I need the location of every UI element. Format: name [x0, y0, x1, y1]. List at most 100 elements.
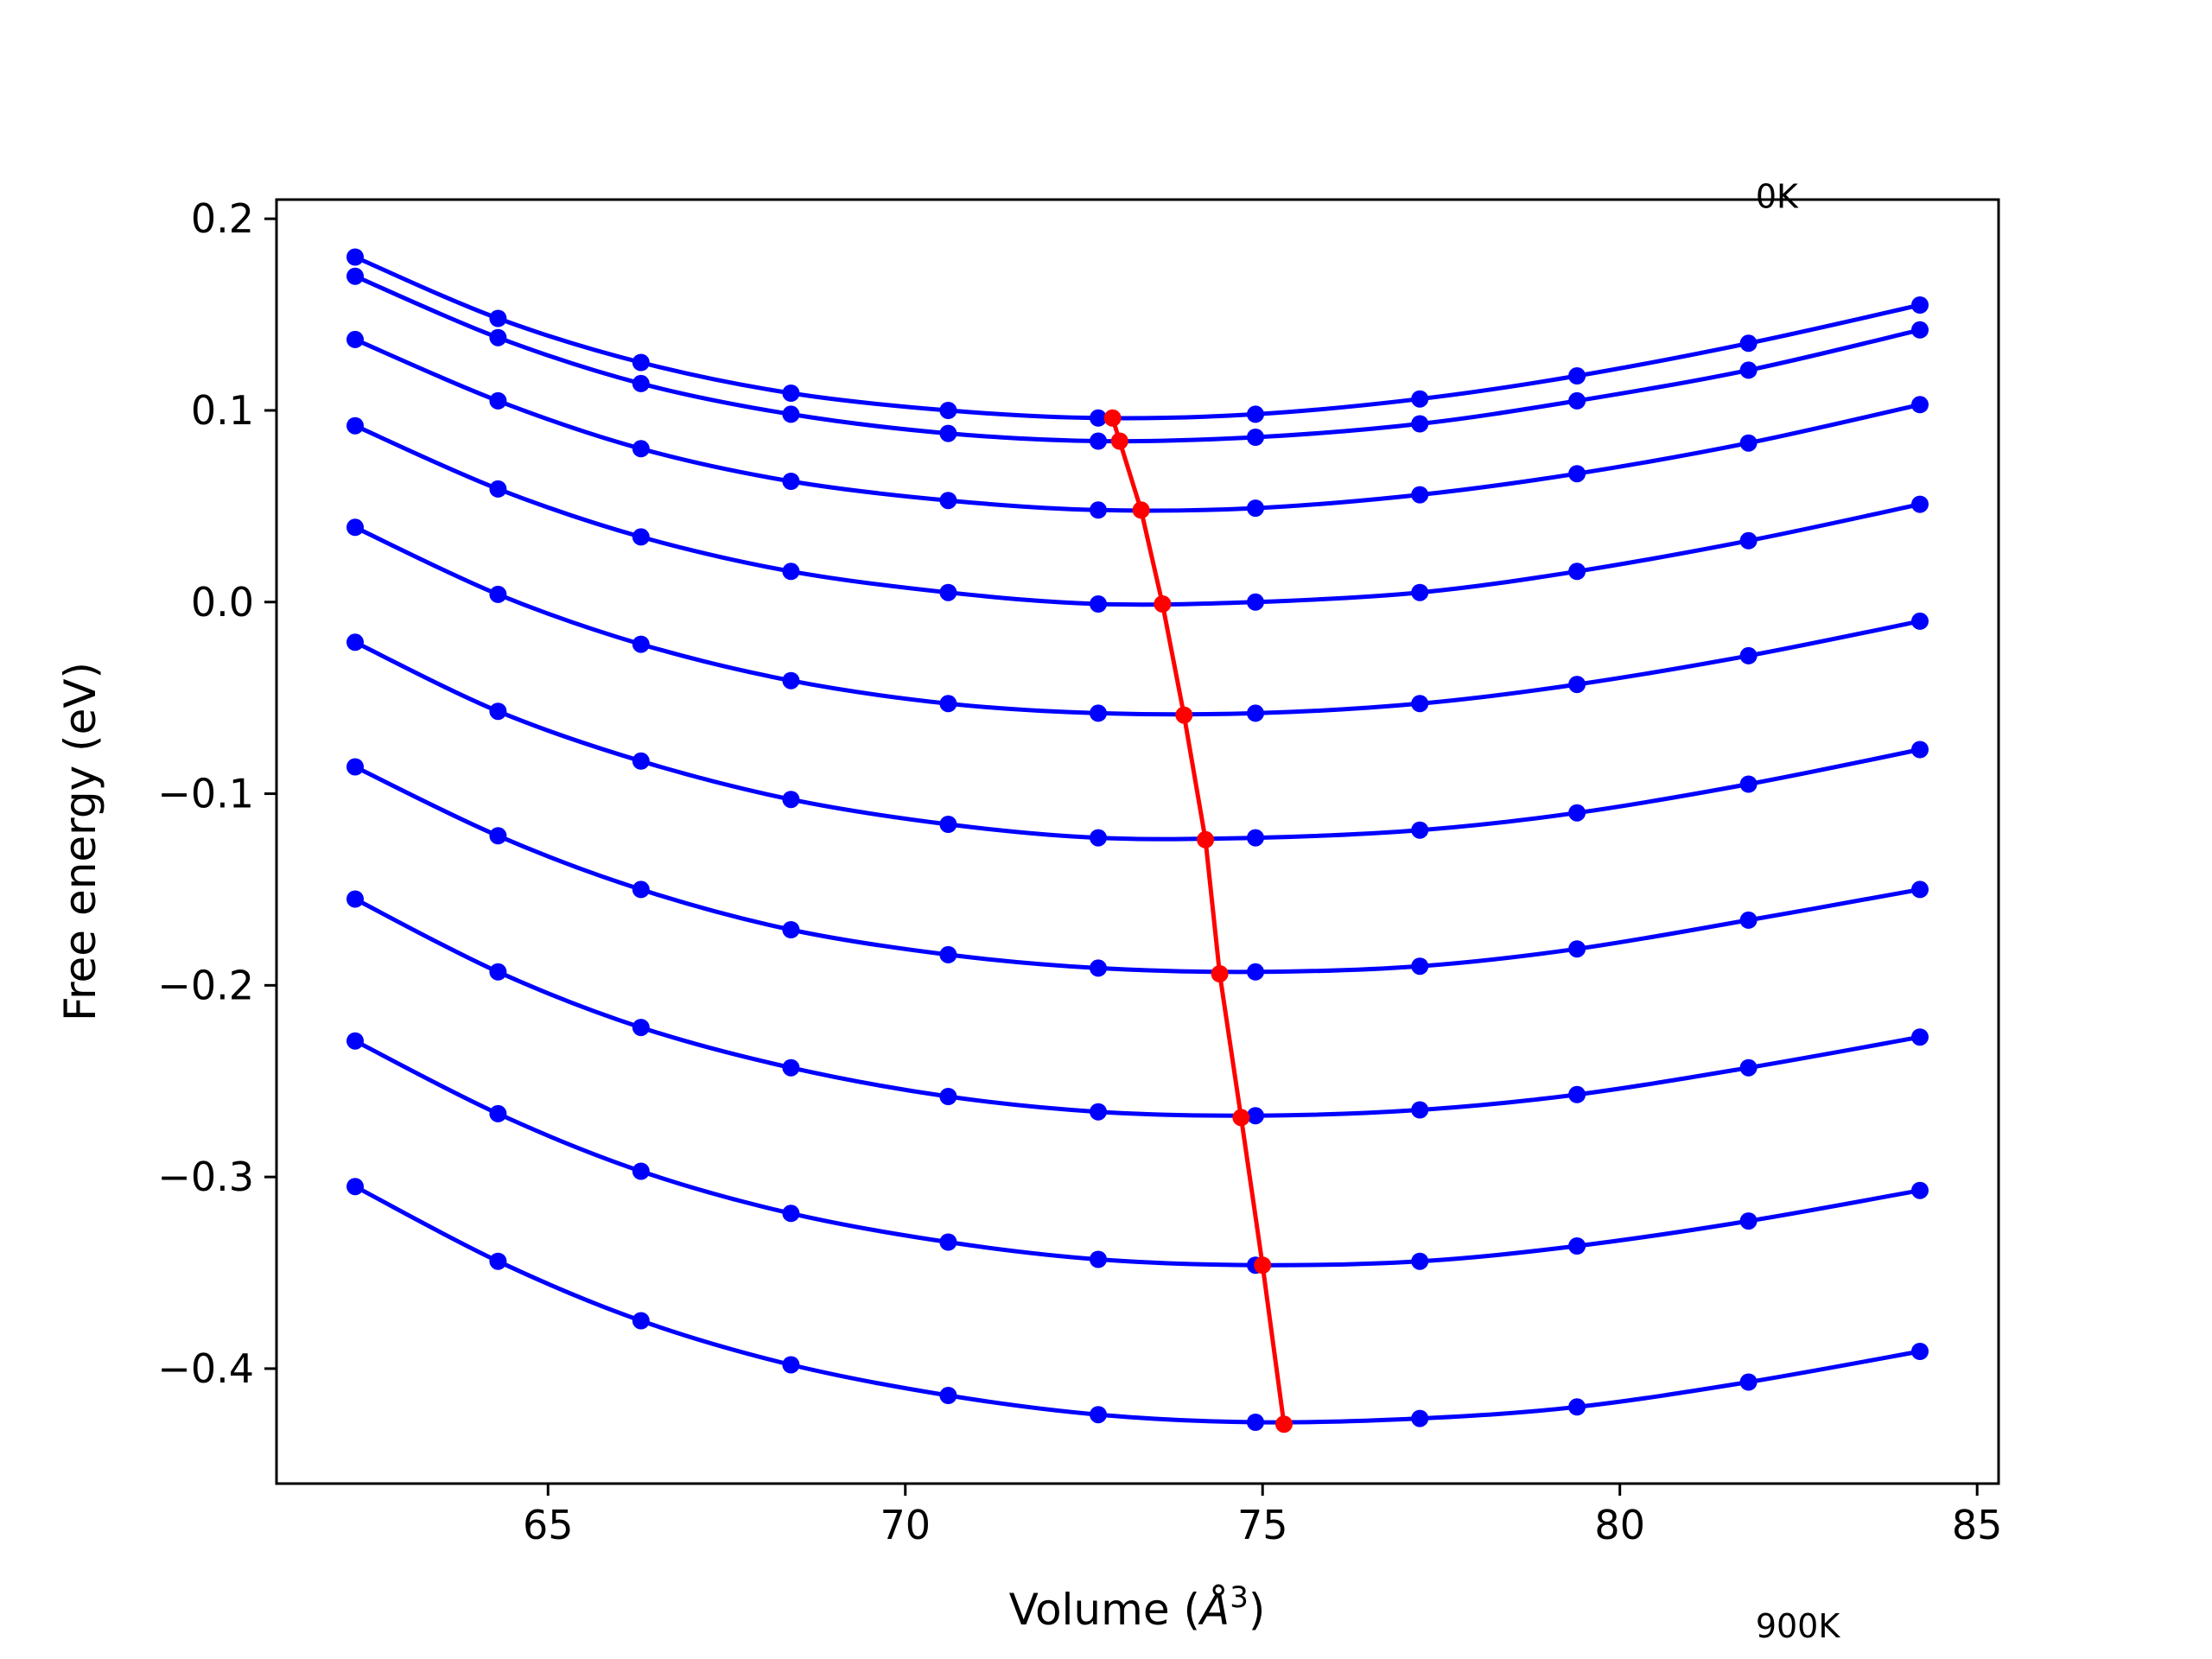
series-8-point-3: [782, 1205, 800, 1223]
minima-point-3: [1154, 595, 1172, 613]
series-3-point-0: [346, 416, 364, 435]
y-tick-label-0: 0.2: [191, 195, 254, 242]
series-7-point-4: [939, 1088, 957, 1105]
series-3-point-2: [632, 528, 650, 546]
series-6-point-7: [1411, 957, 1429, 976]
series-2-point-8: [1568, 465, 1586, 483]
y-tick-label-2: 0.0: [191, 579, 254, 626]
series-3-point-8: [1568, 563, 1586, 581]
series-7-point-0: [346, 890, 364, 908]
x-tick-label-4: 85: [1952, 1502, 2003, 1548]
series-3-point-3: [782, 563, 800, 581]
series-8-point-4: [939, 1233, 957, 1251]
plot-data: [346, 248, 1929, 1433]
series-0-point-8: [1568, 367, 1586, 385]
minima-point-1: [1110, 432, 1128, 450]
series-3-point-6: [1247, 593, 1264, 611]
series-2-point-5: [1090, 501, 1107, 519]
series-5-point-10: [1911, 741, 1929, 759]
series-8-point-2: [632, 1162, 650, 1180]
series-8-point-10: [1911, 1181, 1929, 1199]
minima-point-0: [1103, 409, 1122, 427]
series-6-point-1: [489, 827, 507, 845]
series-6-point-6: [1247, 963, 1264, 981]
series-2-point-0: [346, 330, 364, 348]
x-tick-label-3: 80: [1594, 1502, 1645, 1548]
minima-line: [1110, 417, 1287, 1425]
series-4-point-1: [489, 585, 507, 603]
series-4-point-8: [1568, 676, 1586, 694]
minima-point-4: [1175, 706, 1193, 724]
series-3-point-5: [1090, 595, 1107, 613]
plot-frame: [275, 198, 2000, 1485]
series-6-point-10: [1911, 880, 1929, 899]
x-axis-label: Volume (Å3): [1009, 1580, 1266, 1635]
series-8-point-9: [1739, 1212, 1758, 1230]
x-tick-label-0: 65: [523, 1502, 574, 1548]
annotation-1: 900K: [1756, 1607, 1841, 1645]
series-6-point-9: [1739, 911, 1758, 929]
y-tick-label-3: −0.1: [157, 771, 254, 817]
series-5-point-9: [1739, 775, 1758, 793]
series-2-point-7: [1411, 486, 1429, 504]
series-0-point-1: [489, 309, 507, 327]
series-5-point-3: [782, 791, 800, 809]
series-2-point-9: [1739, 434, 1758, 452]
series-5-point-0: [346, 633, 364, 652]
series-2-point-6: [1247, 499, 1264, 518]
series-7-point-10: [1911, 1028, 1929, 1046]
series-0-point-3: [782, 385, 800, 402]
series-8-point-5: [1090, 1250, 1107, 1268]
series-1-point-7: [1411, 415, 1429, 433]
series-7-point-8: [1568, 1085, 1586, 1103]
series-3-point-4: [939, 583, 957, 601]
series-7-point-7: [1411, 1101, 1429, 1119]
series-9-point-2: [632, 1312, 650, 1330]
series-1-point-8: [1568, 391, 1586, 410]
series-8-point-0: [346, 1032, 364, 1050]
series-7-point-1: [489, 963, 507, 981]
minima-point-2: [1132, 501, 1150, 519]
series-2-point-10: [1911, 396, 1929, 414]
y-axis-label: Free energy (eV): [55, 662, 105, 1021]
minima-point-9: [1275, 1415, 1293, 1433]
series-9-point-4: [939, 1387, 957, 1404]
series-4-point-0: [346, 518, 364, 537]
series-7-point-2: [632, 1019, 650, 1037]
y-tick-label-1: 0.1: [191, 387, 254, 434]
series-1-point-2: [632, 374, 650, 392]
annotation-0: 0K: [1756, 178, 1799, 216]
series-1-point-5: [1090, 432, 1107, 450]
series-2-point-3: [782, 473, 800, 490]
series-9-point-9: [1739, 1373, 1758, 1391]
series-6-point-5: [1090, 959, 1107, 977]
series-4-point-4: [939, 695, 957, 713]
series-0-point-7: [1411, 390, 1429, 408]
series-1-point-6: [1247, 429, 1264, 446]
series-7-point-3: [782, 1058, 800, 1077]
series-9-point-6: [1247, 1414, 1264, 1431]
series-1-point-3: [782, 405, 800, 423]
y-tick-label-6: −0.4: [157, 1345, 254, 1392]
series-1-point-4: [939, 424, 957, 442]
series-5-point-6: [1247, 829, 1264, 847]
minima-point-6: [1211, 965, 1229, 982]
series-9-point-1: [489, 1252, 507, 1270]
series-6-point-8: [1568, 940, 1586, 958]
series-0-point-4: [939, 402, 957, 419]
series-0-point-5: [1090, 409, 1107, 427]
series-5-point-7: [1411, 821, 1429, 839]
series-0-point-9: [1739, 334, 1758, 353]
series-6-point-3: [782, 921, 800, 938]
series-1-point-10: [1911, 321, 1929, 339]
minima-point-7: [1232, 1109, 1250, 1127]
series-9-point-8: [1568, 1398, 1586, 1416]
y-tick-label-4: −0.2: [157, 962, 254, 1008]
series-3-point-10: [1911, 495, 1929, 513]
series-0-point-10: [1911, 296, 1929, 314]
series-5-point-2: [632, 752, 650, 770]
series-5-point-8: [1568, 804, 1586, 822]
series-5-point-1: [489, 702, 507, 721]
series-3-point-7: [1411, 583, 1429, 601]
